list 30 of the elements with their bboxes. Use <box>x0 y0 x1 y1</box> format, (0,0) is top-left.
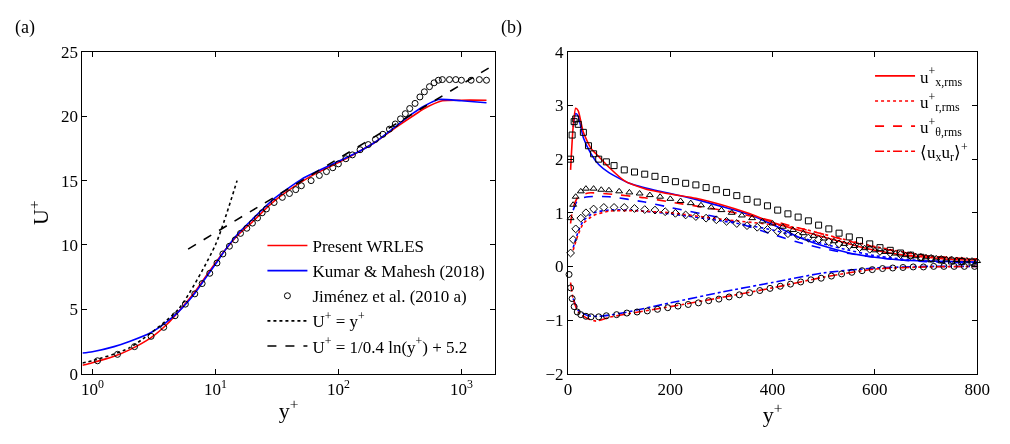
legend-label: U$^{+}$ = y$^{+}$ <box>312 309 366 332</box>
x-tick-label: 10$^{1}$ <box>203 376 227 400</box>
y-tick-label: 4 <box>555 42 565 62</box>
chart-title: (b) <box>501 17 522 38</box>
legend-label: ⟨u$_{x}$u$_{r}$⟩$^{+}$ <box>920 139 968 165</box>
x-axis-title: y$^{+}$ <box>278 394 299 423</box>
y-tick-label: 15 <box>61 171 79 191</box>
y-tick-label: 0 <box>555 257 564 277</box>
x-tick-label: 10$^{3}$ <box>449 376 473 400</box>
y-tick-label: 3 <box>555 96 564 116</box>
legend-label: U$^{+}$ = 1/0.4 ln(y$^{+}$) + 5.2 <box>312 334 468 357</box>
y-tick-label: −1 <box>545 310 564 330</box>
y-tick-label: 2 <box>555 150 564 170</box>
y-tick-label: 25 <box>61 42 79 62</box>
x-tick-label: 200 <box>657 380 684 400</box>
x-axis-title: y$^{+}$ <box>762 399 783 428</box>
y-tick-label: −2 <box>545 364 564 384</box>
x-tick-label: 600 <box>862 380 888 400</box>
legend-label: Jiménez et al. (2010 a) <box>312 287 467 307</box>
x-tick-label: 400 <box>759 380 786 400</box>
legend-label: Kumar & Mahesh (2018) <box>312 262 485 282</box>
chart-title: (a) <box>15 17 35 38</box>
y-tick-label: 10 <box>61 235 79 255</box>
y-tick-label: 1 <box>555 203 564 223</box>
x-tick-label: 10$^{2}$ <box>326 376 350 400</box>
legend-label: Present WRLES <box>312 237 425 257</box>
x-tick-label: 10$^{0}$ <box>80 376 104 400</box>
y-tick-label: 20 <box>61 107 79 127</box>
x-tick-label: 800 <box>964 380 990 400</box>
y-tick-label: 5 <box>69 300 79 320</box>
